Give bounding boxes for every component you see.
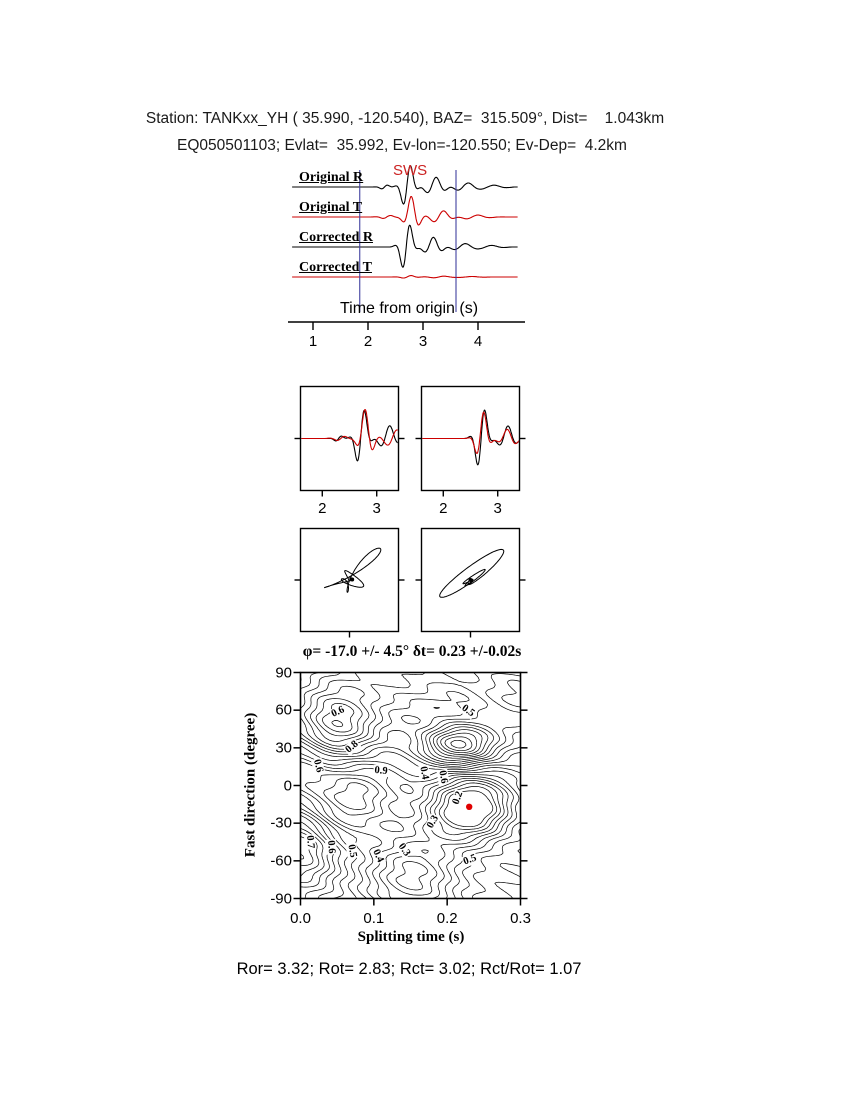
fast-direction-tick-label: 30 — [275, 739, 292, 757]
splitting-time-tick-label: 0.3 — [510, 909, 531, 927]
contour-level-label: 0.6 — [436, 768, 450, 786]
fast-direction-tick-label: 90 — [275, 664, 292, 681]
fast-direction-tick-label: -90 — [270, 890, 292, 907]
contour-plot — [293, 671, 528, 906]
fast-direction-tick-label: -60 — [270, 852, 292, 870]
windowed-waveform-panels — [294, 385, 526, 497]
splitting-time-tick-label: 0.2 — [436, 909, 458, 927]
contour-level-label: 0.6 — [324, 838, 338, 856]
trace-label-original-t: Original T — [299, 200, 363, 215]
trace-label-corrected-t: Corrected T — [299, 260, 372, 275]
station-info-header: Station: TANKxx_YH ( 35.990, -120.540), … — [145, 110, 665, 127]
splitting-result-title: φ= -17.0 +/- 4.5° δt= 0.23 +/-0.02s — [302, 643, 522, 660]
quality-metrics-text: Ror= 3.32; Rot= 2.83; Rct= 3.02; Rct/Rot… — [236, 960, 582, 978]
contour-level-label: 0.4 — [417, 764, 431, 782]
window-tick-label: 2 — [439, 499, 448, 517]
time-axis-title: Time from origin (s) — [339, 300, 479, 317]
trace-label-original-r: Original R — [299, 170, 364, 185]
window-tick-label: 2 — [318, 499, 327, 517]
best-fit-marker — [466, 803, 473, 810]
contour-level-label: 0.5 — [345, 842, 359, 860]
contour-level-label: 0.7 — [303, 833, 317, 851]
fast-direction-tick-label: 0 — [283, 777, 292, 794]
contour-level-label: 0.9 — [372, 764, 390, 778]
particle-motion-panels — [294, 527, 526, 638]
time-axis — [288, 321, 525, 330]
time-tick-label: 3 — [418, 333, 428, 350]
splitting-time-axis-title: Splitting time (s) — [357, 929, 465, 945]
splitting-time-tick-label: 0.1 — [363, 909, 385, 927]
window-tick-label: 3 — [493, 499, 502, 517]
splitting-time-tick-label: 0.0 — [290, 909, 311, 927]
event-info-header: EQ050501103; Evlat= 35.992, Ev-lon=-120.… — [177, 137, 627, 154]
waveform-traces — [292, 165, 518, 279]
fast-direction-tick-label: 60 — [275, 701, 292, 719]
fast-direction-tick-label: -30 — [270, 814, 292, 832]
time-tick-label: 4 — [473, 333, 483, 350]
sws-annotation: SWS — [393, 162, 428, 179]
analysis-window-lines — [359, 170, 457, 312]
window-tick-label: 3 — [372, 499, 381, 517]
time-tick-label: 1 — [308, 333, 318, 350]
fast-direction-axis-title: Fast direction (degree) — [242, 712, 259, 858]
time-tick-label: 2 — [363, 333, 373, 350]
trace-label-corrected-r: Corrected R — [299, 230, 373, 245]
